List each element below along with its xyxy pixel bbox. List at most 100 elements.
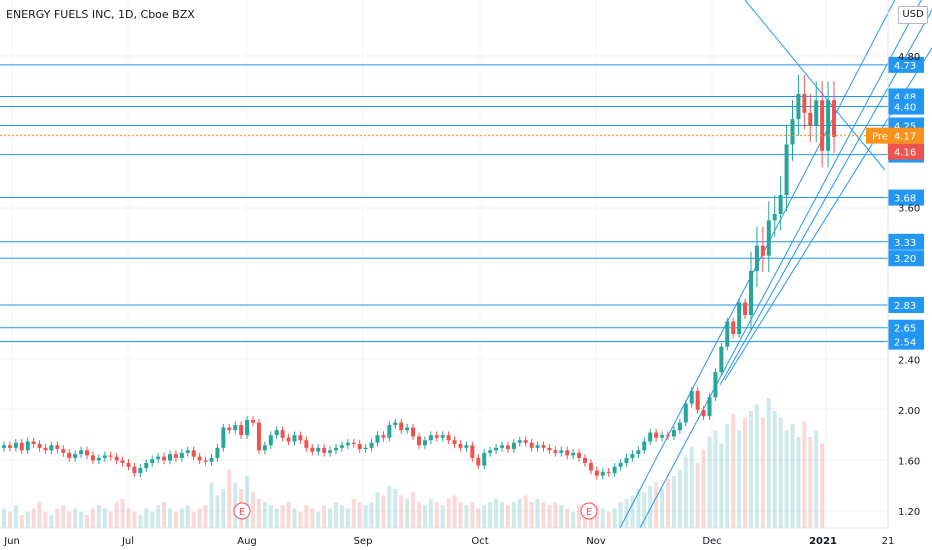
- candle-body: [221, 427, 226, 448]
- candle-body: [808, 112, 813, 126]
- volume-bar: [731, 414, 736, 528]
- volume-bar: [43, 511, 48, 528]
- volume-bar: [245, 476, 250, 528]
- volume-bar: [387, 485, 392, 528]
- candle-body: [796, 93, 801, 120]
- volume-bar: [500, 502, 504, 528]
- volume-bar: [820, 443, 825, 528]
- volume-bar: [630, 495, 635, 528]
- candle-body: [760, 245, 765, 256]
- candle-body: [494, 447, 499, 451]
- volume-bar: [488, 502, 493, 528]
- pre-price-label: 4.17: [894, 132, 916, 143]
- candle-body: [470, 445, 475, 458]
- candle-body: [37, 444, 42, 448]
- volume-bar: [197, 508, 202, 528]
- candle-body: [464, 445, 469, 448]
- volume-bar: [719, 443, 724, 528]
- volume-bar: [505, 505, 510, 528]
- volume-bar: [541, 502, 546, 528]
- volume-bar: [209, 482, 214, 528]
- volume-bar: [636, 489, 641, 528]
- candle-body: [13, 442, 18, 448]
- volume-bar: [2, 508, 6, 528]
- candle-body: [173, 454, 178, 458]
- candle-body: [434, 435, 439, 438]
- time-axis[interactable]: Jun Jul Aug Sep Oct Nov Dec 2021 21: [0, 527, 894, 547]
- candle-body: [452, 440, 457, 445]
- time-tick-label: Sep: [354, 536, 373, 547]
- volume-bar: [517, 498, 522, 528]
- volume-bar: [808, 437, 813, 528]
- volume-bar: [422, 505, 427, 528]
- volume-bar: [666, 479, 670, 528]
- volume-bar: [452, 495, 457, 528]
- candle-body: [304, 440, 309, 448]
- pre-tag: [866, 127, 888, 144]
- volume-bar: [357, 502, 362, 528]
- candle-body: [547, 447, 552, 451]
- volume-bar: [606, 511, 611, 528]
- candle-body: [541, 445, 546, 448]
- volume-bar: [440, 505, 445, 528]
- volume-bar: [55, 508, 60, 528]
- candles: [2, 74, 836, 480]
- price-axis[interactable]: 4.734.484.404.254.023.683.333.202.832.65…: [866, 0, 924, 528]
- channel-line: [619, 0, 896, 529]
- candle-body: [642, 441, 647, 451]
- candle-body: [749, 270, 753, 316]
- volume-bar: [191, 511, 196, 528]
- level-tag: [888, 56, 924, 73]
- candle-body: [446, 435, 451, 441]
- candle-body: [85, 450, 89, 456]
- candle-body: [168, 454, 172, 461]
- volume-bar: [683, 456, 688, 528]
- volume-bar: [108, 511, 113, 528]
- candle-body: [612, 466, 617, 474]
- candle-body: [571, 452, 576, 456]
- candle-body: [363, 447, 368, 450]
- candle-body: [559, 450, 564, 453]
- currency-button[interactable]: USD: [898, 6, 928, 24]
- volume-bar: [215, 495, 220, 528]
- volume-bar: [351, 498, 356, 528]
- candle-body: [387, 425, 392, 438]
- candle-body: [405, 427, 410, 431]
- candle-body: [660, 435, 665, 438]
- candle-body: [393, 422, 398, 426]
- earnings-marker[interactable]: E: [233, 502, 251, 520]
- candle-body: [298, 435, 303, 441]
- candle-body: [73, 454, 78, 458]
- candle-body: [725, 321, 730, 347]
- volume-bar: [233, 482, 238, 528]
- volume-bar: [760, 417, 765, 528]
- volume-bar: [523, 495, 528, 528]
- volume-bar: [511, 502, 516, 528]
- volume-bar: [256, 498, 261, 528]
- level-tag-label: 2.54: [894, 338, 916, 349]
- volume-bar: [150, 511, 155, 528]
- volume-bar: [31, 508, 36, 528]
- grid: [0, 0, 888, 528]
- volume-bar: [162, 502, 167, 528]
- level-tag-label: 4.48: [894, 92, 916, 103]
- volume-bar: [737, 430, 742, 528]
- candle-body: [316, 447, 321, 452]
- candle-body: [820, 100, 825, 151]
- last-price-tag: [888, 143, 924, 160]
- volume-bar: [482, 505, 487, 528]
- candle-body: [411, 427, 416, 437]
- candle-body: [488, 450, 493, 453]
- candle-body: [90, 455, 95, 461]
- volume-bar: [185, 505, 190, 528]
- candle-body: [144, 462, 149, 469]
- volume-bar: [701, 450, 706, 528]
- candle-body: [784, 144, 789, 196]
- candle-body: [695, 390, 700, 410]
- candle-body: [19, 442, 24, 451]
- earnings-marker[interactable]: E: [580, 502, 598, 520]
- candle-body: [583, 457, 587, 463]
- candle-body: [328, 450, 333, 453]
- candle-body: [743, 302, 748, 316]
